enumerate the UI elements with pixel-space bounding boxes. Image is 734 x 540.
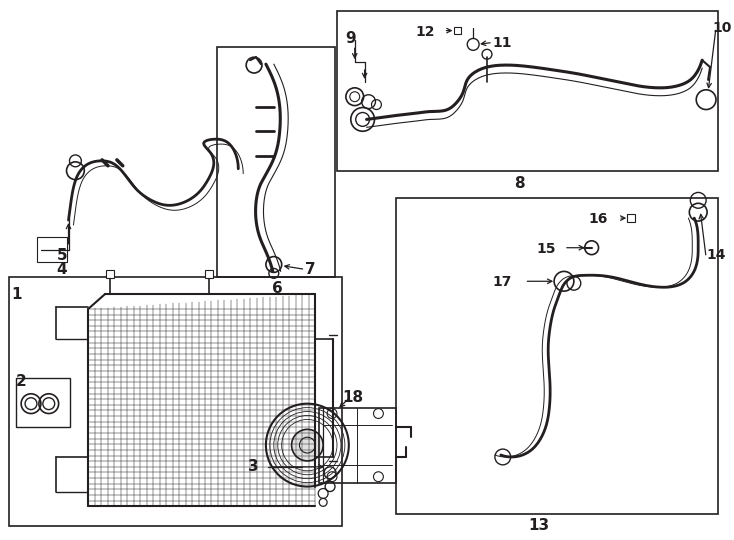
Bar (337, 11, 718, 171)
Bar (627, 214, 635, 222)
Text: 6: 6 (272, 281, 283, 296)
Text: 5: 5 (57, 248, 68, 263)
Text: 13: 13 (528, 518, 550, 533)
Text: 18: 18 (342, 390, 363, 405)
Text: 14: 14 (706, 248, 726, 262)
Bar (319, 408, 396, 483)
Text: 10: 10 (712, 21, 731, 35)
Text: 4: 4 (57, 261, 68, 276)
Text: 16: 16 (589, 212, 608, 226)
Text: 11: 11 (493, 36, 512, 50)
Text: 8: 8 (515, 176, 525, 191)
Text: 1: 1 (11, 287, 22, 302)
Circle shape (291, 429, 323, 461)
Bar (10, 278, 342, 526)
Bar (217, 48, 335, 278)
Text: 9: 9 (345, 31, 355, 45)
Bar (106, 271, 114, 278)
Bar (396, 198, 718, 514)
Text: 12: 12 (416, 25, 435, 39)
Text: 3: 3 (248, 459, 259, 474)
Text: 15: 15 (537, 242, 556, 256)
Text: 17: 17 (493, 275, 512, 289)
Bar (16, 378, 70, 427)
Bar (454, 27, 461, 34)
Bar (37, 237, 67, 261)
Bar (205, 271, 213, 278)
Text: 2: 2 (16, 374, 27, 389)
Text: 7: 7 (305, 261, 316, 276)
